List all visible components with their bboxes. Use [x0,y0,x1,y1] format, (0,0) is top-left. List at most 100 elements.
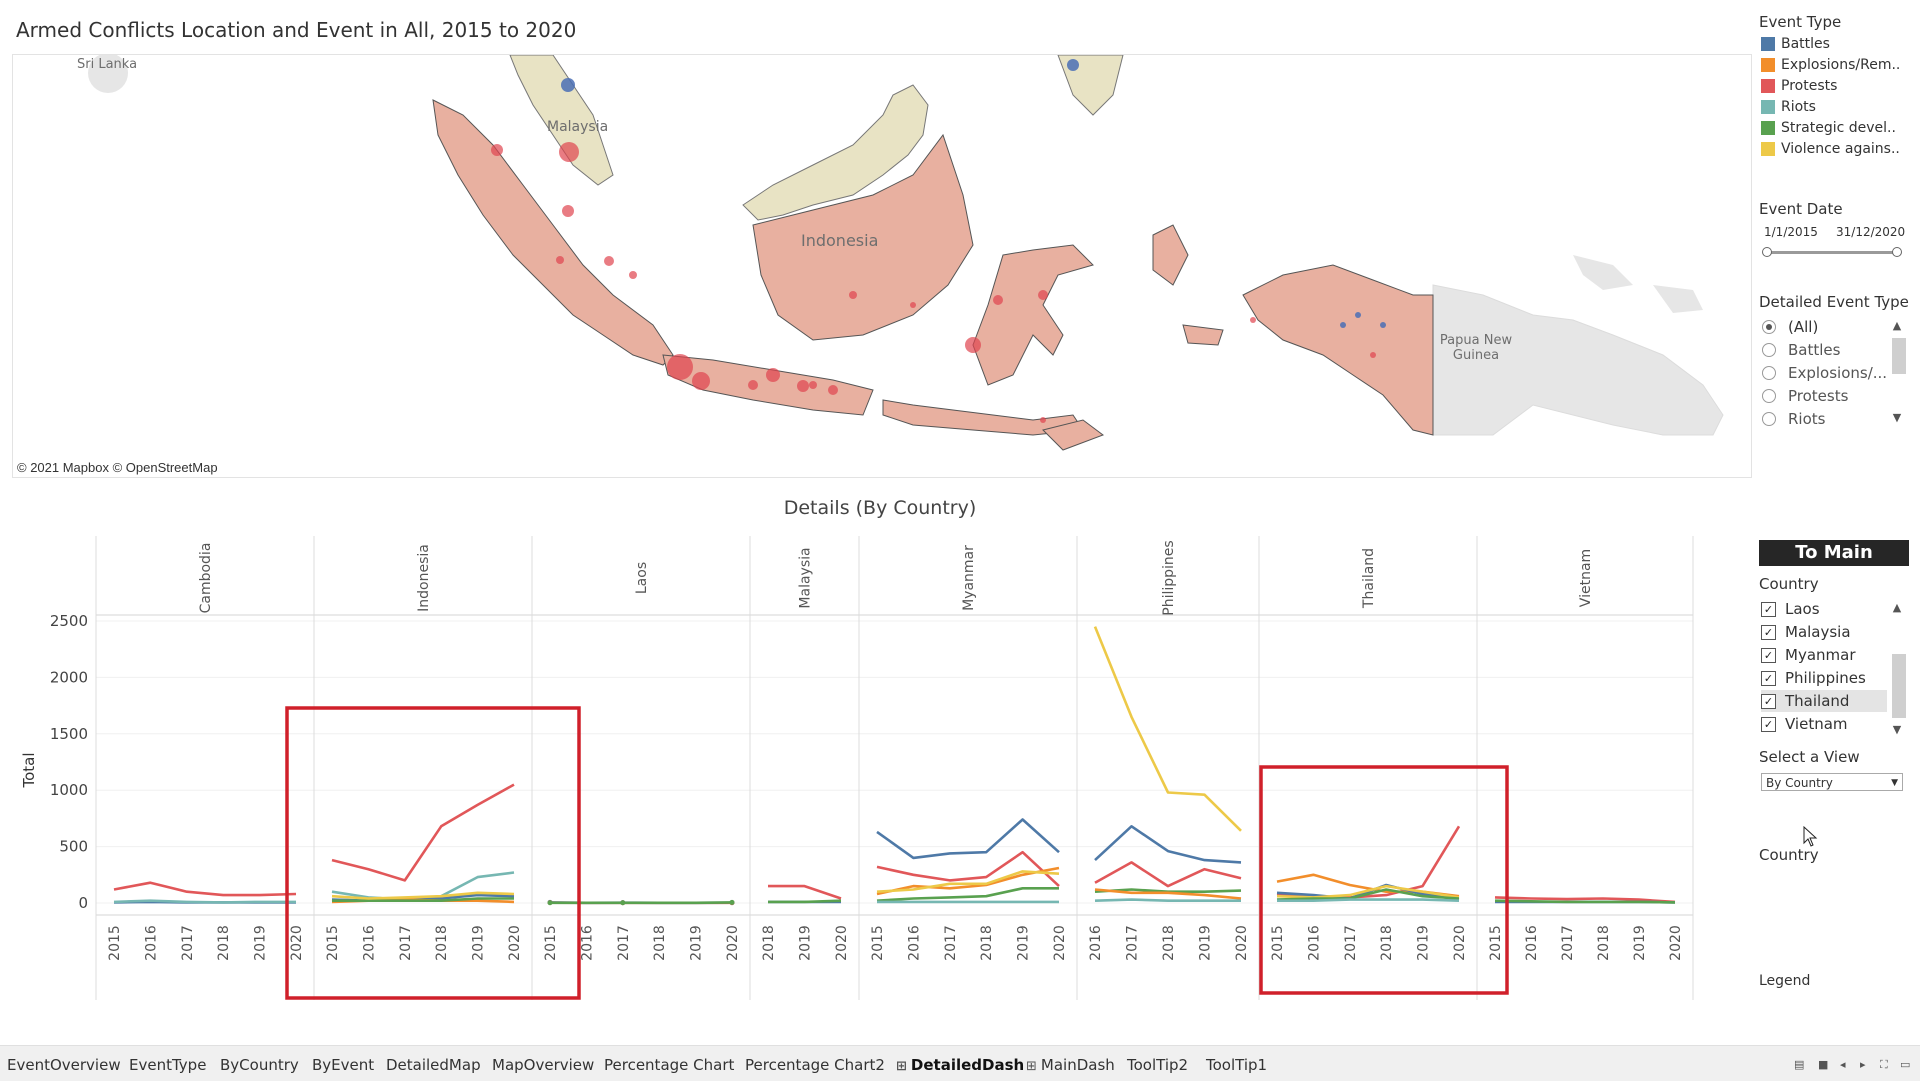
series-line-strategic-developments[interactable] [768,901,841,902]
detailed-event-type-title: Detailed Event Type [1759,293,1909,311]
country-filter-item[interactable]: ✓Malaysia [1761,621,1887,643]
sheet-tab[interactable]: Percentage Chart [604,1056,734,1074]
sheet-grid-icon[interactable]: ■ [1818,1058,1828,1071]
select-view-dropdown[interactable]: By Country ▼ [1761,773,1903,791]
radio-button[interactable] [1762,366,1776,380]
radio-button[interactable] [1762,320,1776,334]
series-line-protests[interactable] [114,883,296,895]
slider-start-handle[interactable] [1762,247,1772,257]
radio-button[interactable] [1762,412,1776,426]
sheet-tab[interactable]: ToolTip1 [1206,1056,1267,1074]
sheet-tab-label: ToolTip2 [1127,1056,1188,1074]
radio-button[interactable] [1762,343,1776,357]
series-line-strategic-developments[interactable] [1495,901,1675,903]
map-canvas[interactable] [13,55,1751,477]
scroll-thumb[interactable] [1892,338,1906,374]
detailed-event-type-option[interactable]: Explosions/... [1762,362,1887,384]
slider-end-handle[interactable] [1892,247,1902,257]
sheet-tab[interactable]: ByEvent [312,1056,374,1074]
detailed-event-type-option[interactable]: (All) [1762,316,1818,338]
legend-item[interactable]: Strategic devel.. [1761,118,1896,138]
country-filter-item[interactable]: ✓Vietnam [1761,713,1887,735]
present-icon[interactable]: ▭ [1900,1058,1910,1071]
sheet-tab[interactable]: ByCountry [220,1056,299,1074]
data-point[interactable] [730,900,735,905]
map-attribution: © 2021 Mapbox © OpenStreetMap [17,460,218,475]
legend-item[interactable]: Violence agains.. [1761,139,1900,159]
sheet-tab[interactable]: ⊞DetailedDash [896,1056,1024,1074]
checkbox[interactable]: ✓ [1761,602,1776,617]
x-tick-label: 2017 [180,925,196,961]
sheet-list-icon[interactable]: ▤ [1794,1058,1804,1071]
sheet-tab[interactable]: DetailedMap [386,1056,481,1074]
sheet-tab-bar: EventOverview EventType ByCountry ByEvent De… [0,1045,1920,1081]
legend-swatch [1761,79,1775,93]
series-line-battles[interactable] [877,820,1059,858]
data-point[interactable] [620,900,625,905]
map-panel[interactable]: Sri Lanka Malaysia Indonesia Papua New G… [12,54,1752,478]
first-tab-icon[interactable]: ◂ [1840,1058,1846,1071]
next-tab-icon[interactable]: ▸ [1860,1058,1866,1071]
sheet-tab-label: DetailedMap [386,1056,481,1074]
detailed-event-type-option[interactable]: Battles [1762,339,1840,361]
x-tick-label: 2017 [943,925,959,961]
dashboard-icon: ⊞ [896,1059,907,1074]
country-filter-scrollbar[interactable]: ▲ ▼ [1888,600,1906,738]
series-line-protests[interactable] [768,886,841,898]
detailed-event-type-option[interactable]: Riots [1762,408,1825,430]
sheet-tab[interactable]: ⊞MainDash [1026,1056,1115,1074]
scroll-thumb[interactable] [1892,654,1906,718]
sheet-tab-label: Percentage Chart2 [745,1056,885,1074]
sheet-tab[interactable]: Percentage Chart2 [745,1056,885,1074]
detailed-event-type-option[interactable]: Protests [1762,385,1848,407]
event-date-slider[interactable] [1762,246,1902,258]
series-line-protests[interactable] [1095,862,1241,886]
checkbox[interactable]: ✓ [1761,625,1776,640]
country-filter-item[interactable]: ✓Myanmar [1761,644,1887,666]
checkbox[interactable]: ✓ [1761,671,1776,686]
legend-item[interactable]: Explosions/Rem.. [1761,55,1900,75]
radio-button[interactable] [1762,389,1776,403]
country-filter-item[interactable]: ✓Philippines [1761,667,1887,689]
sheet-tab-label: ByEvent [312,1056,374,1074]
scroll-down-icon[interactable]: ▼ [1888,410,1906,426]
checkbox[interactable]: ✓ [1761,648,1776,663]
x-tick-label: 2015 [107,925,123,961]
series-line-riots[interactable] [1277,900,1459,901]
y-axis-title: Total [20,752,38,788]
legend-item[interactable]: Battles [1761,34,1830,54]
checkbox[interactable]: ✓ [1761,694,1776,709]
sheet-tab[interactable]: MapOverview [492,1056,594,1074]
to-main-button[interactable]: To Main [1759,540,1909,566]
country-filter-item[interactable]: ✓Thailand [1761,690,1887,712]
legend-item[interactable]: Protests [1761,76,1837,96]
series-line-battles[interactable] [1095,826,1241,862]
x-tick-label: 2016 [1306,925,1322,961]
series-line-riots[interactable] [114,901,296,903]
scroll-up-icon[interactable]: ▲ [1888,318,1906,334]
legend-item[interactable]: Riots [1761,97,1816,117]
fullscreen-icon[interactable]: ⛶ [1880,1058,1888,1072]
checkbox[interactable]: ✓ [1761,717,1776,732]
x-tick-label: 2020 [1052,925,1068,961]
sheet-tab[interactable]: EventType [129,1056,206,1074]
sheet-tab[interactable]: EventOverview [7,1056,121,1074]
series-line-protests[interactable] [332,785,514,881]
country-color-legend-title: Country [1759,846,1819,864]
select-view-title: Select a View [1759,748,1860,766]
sheet-tab[interactable]: ToolTip2 [1127,1056,1188,1074]
data-point[interactable] [548,900,553,905]
series-line-protests[interactable] [1277,826,1459,897]
panel-header-cambodia: Cambodia [198,543,214,614]
series-line-protests[interactable] [877,852,1059,886]
country-filter-item[interactable]: ✓Laos [1761,598,1887,620]
scroll-up-icon[interactable]: ▲ [1888,600,1906,616]
detailed-event-type-scrollbar[interactable]: ▲ ▼ [1888,318,1906,426]
scroll-down-icon[interactable]: ▼ [1888,722,1906,738]
series-line-violence-against-civilians[interactable] [1095,627,1241,831]
legend-label: Battles [1781,36,1830,52]
legend-label: Riots [1781,99,1816,115]
x-tick-label: 2019 [471,925,487,961]
series-line-riots[interactable] [1095,900,1241,901]
